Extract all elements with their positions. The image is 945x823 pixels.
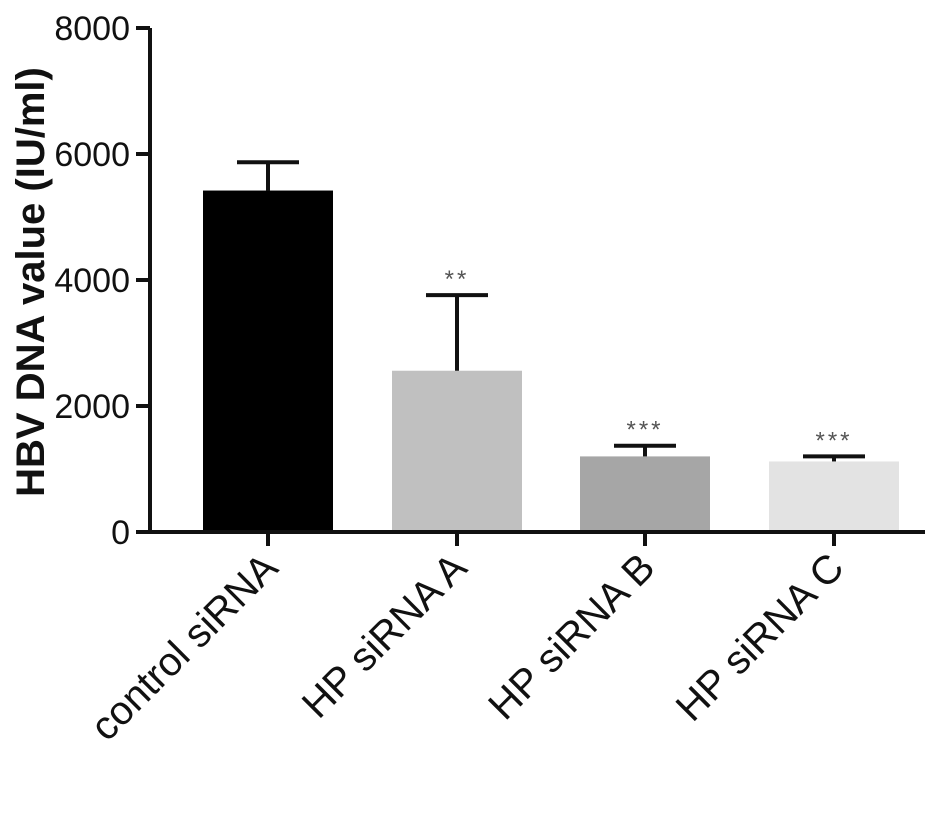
significance-label-2: ** (445, 266, 470, 293)
x-tick-label-2: HP siRNA A (294, 545, 476, 727)
y-tick-label-3: 4000 (54, 262, 130, 300)
x-tick-label-1: control siRNA (82, 545, 286, 749)
y-axis-label-group: HBV DNA value (IU/ml) (9, 67, 53, 497)
significance-label-3: *** (626, 417, 663, 444)
significance-label-4: *** (815, 427, 852, 454)
bar-2 (392, 370, 522, 532)
y-tick-label-1: 0 (111, 514, 130, 552)
bar-4 (769, 461, 899, 532)
bar-3 (580, 456, 710, 532)
x-tick-label-3: HP siRNA B (480, 545, 663, 728)
y-axis-label: HBV DNA value (IU/ml) (9, 67, 53, 497)
bar-1 (203, 190, 333, 533)
y-tick-label-4: 6000 (54, 136, 130, 174)
bars-group (203, 190, 899, 533)
y-tick-label-5: 8000 (54, 10, 130, 48)
x-ticks-group: control siRNA HP siRNA A HP siRNA B HP siRN… (82, 532, 852, 749)
significance-group: ***** *** (445, 266, 852, 454)
y-tick-label-2: 2000 (54, 388, 130, 426)
x-tick-label-4: HP siRNA C (668, 545, 853, 730)
y-ticks-group: 0 2000 4000 6000 8000 (54, 10, 150, 552)
error-bars-group (237, 160, 865, 462)
